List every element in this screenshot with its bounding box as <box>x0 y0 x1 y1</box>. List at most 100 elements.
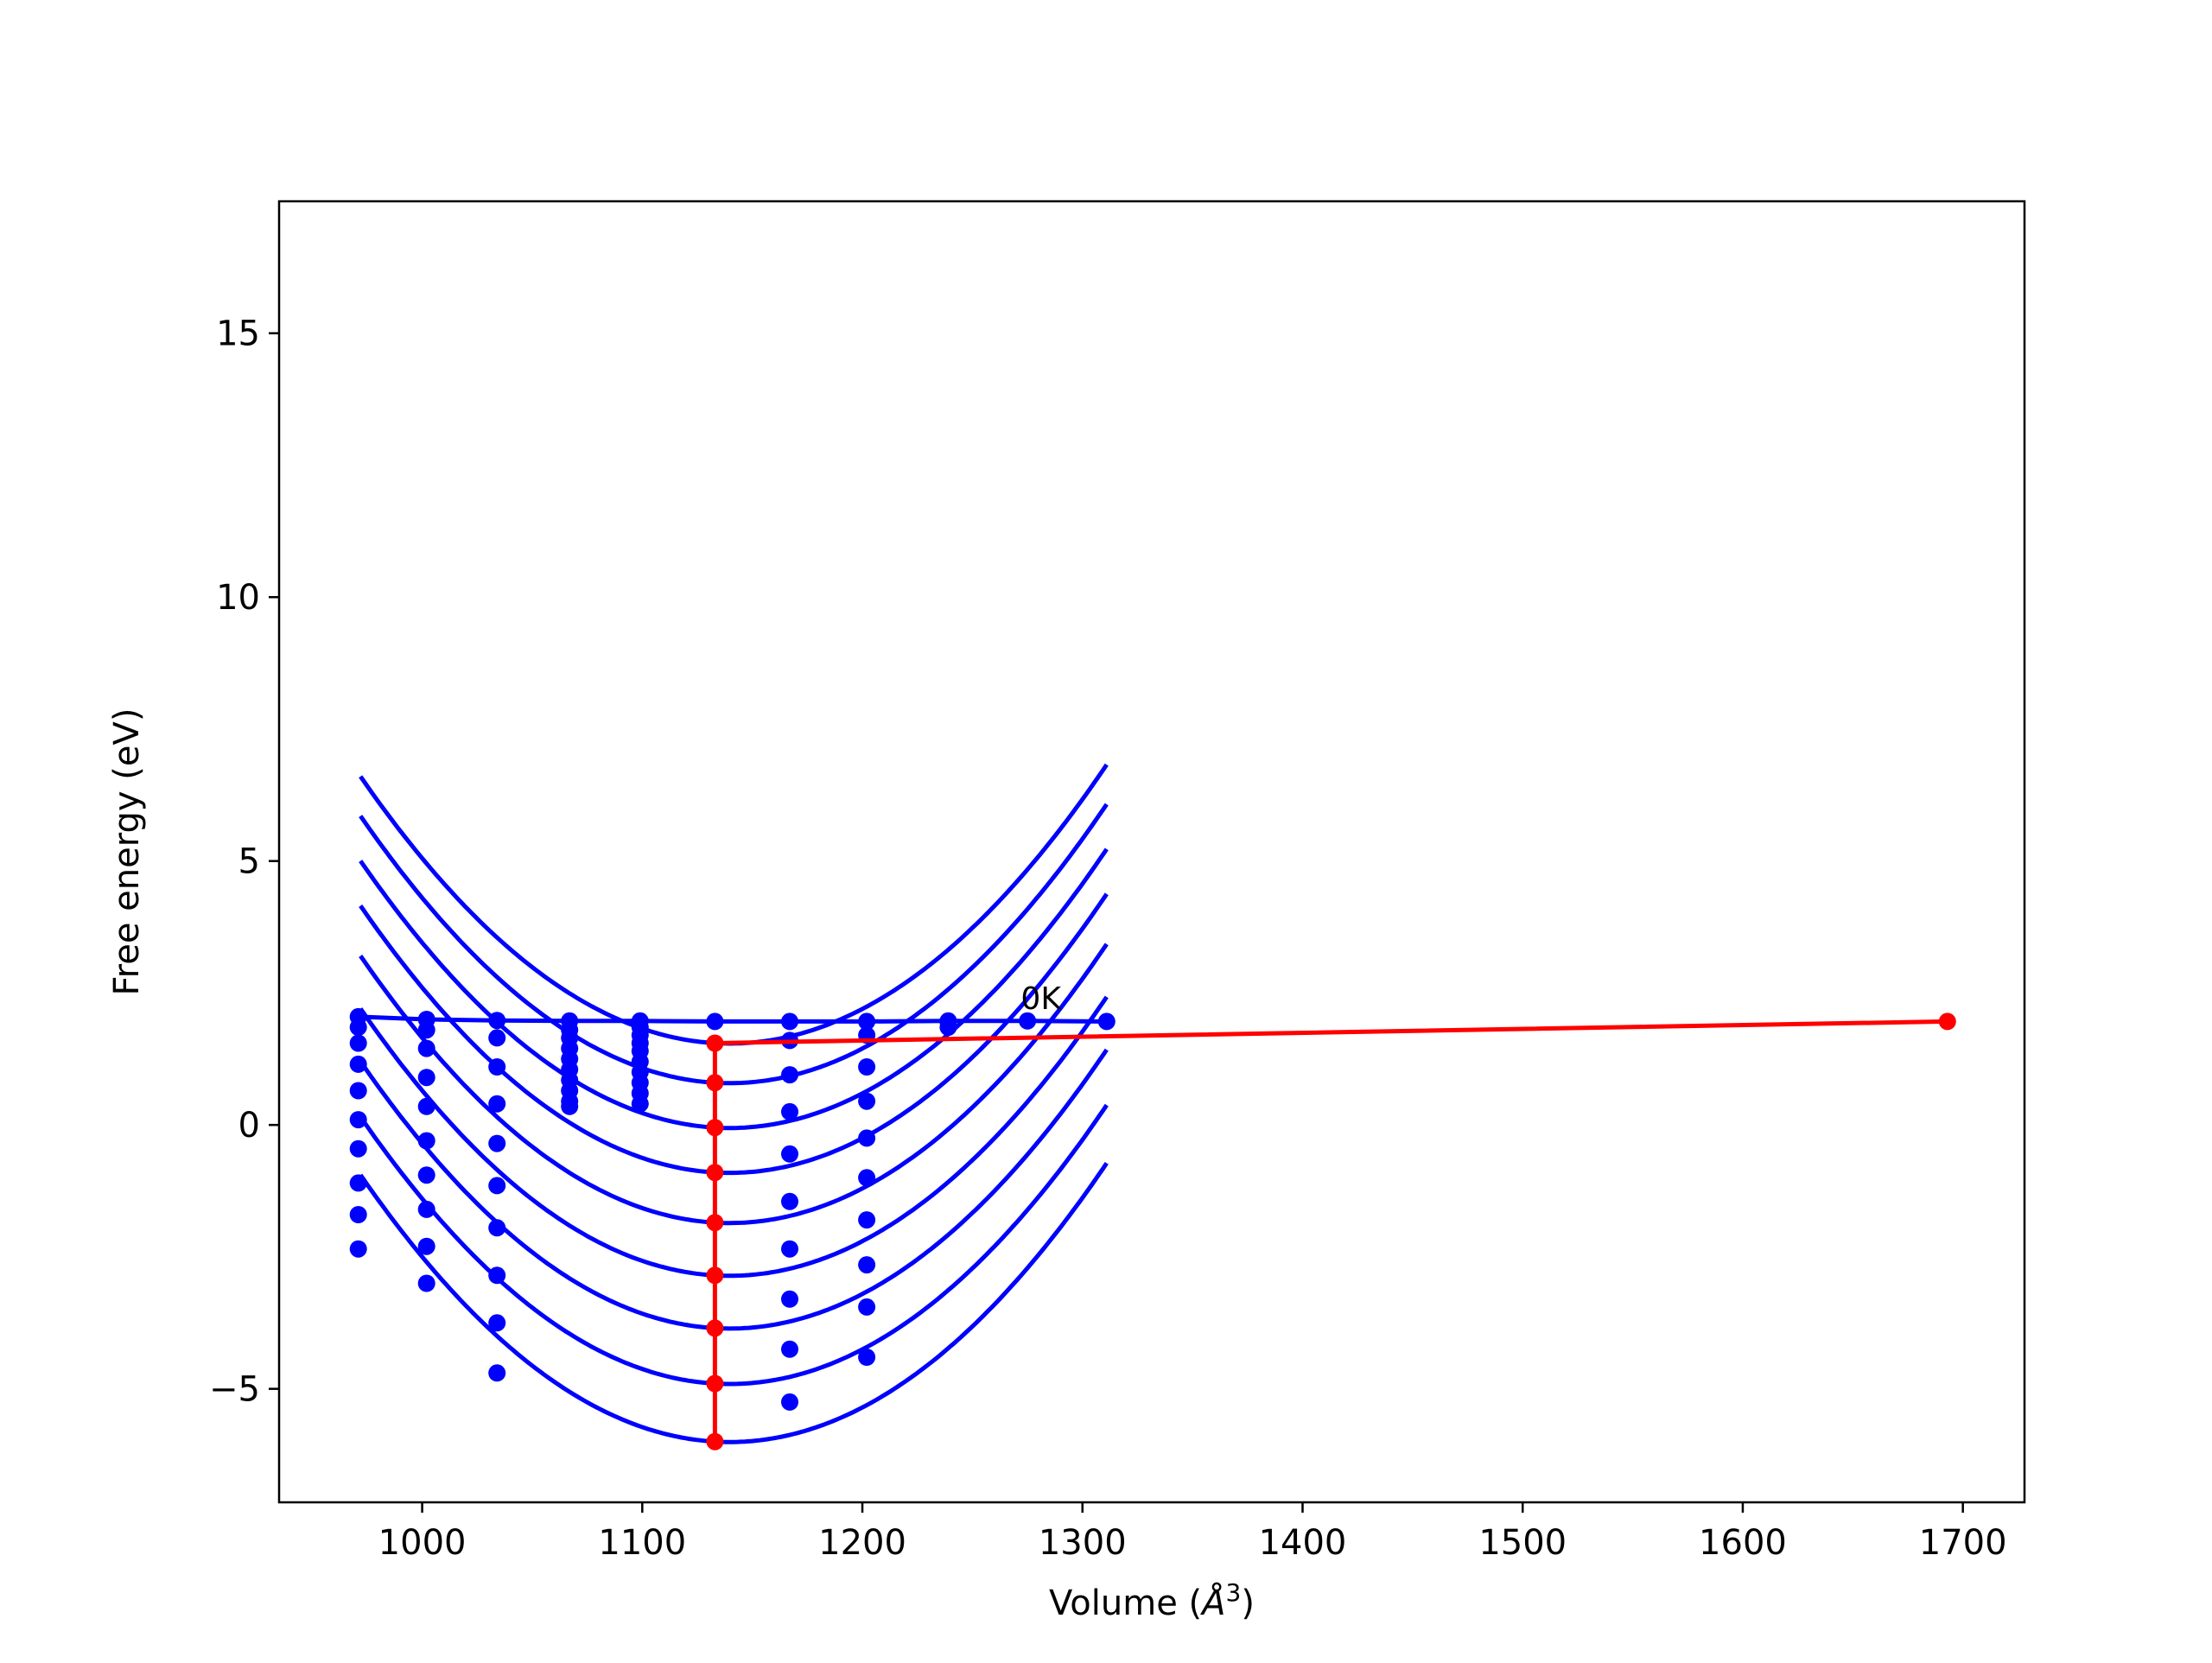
data-point <box>781 1393 798 1411</box>
data-point <box>631 1095 649 1113</box>
data-point <box>488 1314 506 1332</box>
data-point <box>488 1095 506 1113</box>
data-point <box>417 1237 435 1255</box>
data-point <box>858 1349 876 1366</box>
data-point <box>781 1012 798 1031</box>
fit-curve <box>359 763 1109 1046</box>
minimum-path-point <box>706 1119 724 1137</box>
x-tick-label: 1100 <box>598 1523 686 1563</box>
x-axis-label-open: ( <box>1178 1584 1202 1623</box>
minimum-path-point <box>706 1164 724 1182</box>
x-axis: 1000 1100 1200 1300 1400 1500 1600 1700 <box>378 1502 2007 1563</box>
data-point <box>417 1069 435 1087</box>
minimum-path-point <box>706 1266 724 1285</box>
data-point <box>781 1290 798 1308</box>
fit-curve <box>359 892 1109 1176</box>
x-tick-label: 1200 <box>818 1523 906 1563</box>
data-point <box>417 1039 435 1057</box>
y-axis: −5 0 5 10 15 <box>209 314 279 1410</box>
fit-curves-layer <box>359 763 1109 1444</box>
data-point <box>488 1364 506 1382</box>
data-point <box>858 1092 876 1110</box>
minimum-path-point <box>706 1319 724 1337</box>
data-point <box>417 1097 435 1115</box>
y-axis-label: Free energy (eV) <box>107 708 147 996</box>
data-point <box>488 1177 506 1195</box>
fit-curve <box>359 943 1109 1226</box>
data-point <box>858 1298 876 1316</box>
x-tick-label: 1600 <box>1699 1523 1787 1563</box>
data-point <box>858 1211 876 1229</box>
annotation-0k: 0K <box>1020 981 1062 1017</box>
data-point <box>858 1256 876 1274</box>
data-point <box>349 1111 367 1129</box>
data-point <box>349 1082 367 1100</box>
data-point <box>488 1012 506 1030</box>
x-axis-label: Volume (Å3) <box>1049 1578 1255 1623</box>
plot-frame <box>277 200 2026 1504</box>
minimum-path-point <box>706 1034 724 1052</box>
data-point <box>781 1145 798 1163</box>
data-point <box>488 1266 506 1285</box>
fit-curve <box>359 1162 1109 1444</box>
x-tick-label: 1500 <box>1478 1523 1567 1563</box>
data-point <box>781 1192 798 1210</box>
data-point <box>858 1012 876 1031</box>
x-axis-label-main: Volume <box>1049 1584 1178 1623</box>
data-point <box>349 1034 367 1052</box>
minimum-path-line <box>712 1019 1948 1442</box>
data-point <box>561 1097 579 1115</box>
data-point <box>1019 1012 1037 1030</box>
data-point <box>417 1274 435 1292</box>
fit-curve <box>359 1103 1109 1387</box>
x-axis-label-exponent: 3 <box>1226 1578 1242 1607</box>
series-layer <box>349 1007 1956 1450</box>
data-point <box>781 1102 798 1120</box>
y-tick-label: 5 <box>238 842 260 882</box>
minimum-path-point <box>706 1374 724 1393</box>
data-point <box>781 1240 798 1258</box>
fit-curve <box>359 1048 1109 1331</box>
data-point <box>349 1055 367 1073</box>
y-tick-label: −5 <box>209 1370 260 1410</box>
data-point <box>349 1139 367 1158</box>
minimum-path-point <box>1938 1012 1956 1031</box>
data-point <box>349 1174 367 1192</box>
y-tick-label: 10 <box>216 578 260 618</box>
data-point <box>349 1240 367 1258</box>
zero-k-line <box>358 1014 1107 1024</box>
x-axis-label-unit: Å <box>1199 1582 1225 1623</box>
x-axis-label-close: ) <box>1241 1584 1255 1623</box>
data-point <box>706 1012 724 1031</box>
minimum-path-point <box>706 1432 724 1450</box>
data-point <box>939 1019 957 1037</box>
data-point <box>781 1066 798 1084</box>
x-tick-label: 1400 <box>1259 1523 1347 1563</box>
data-point <box>417 1166 435 1184</box>
data-point <box>858 1129 876 1147</box>
data-point <box>417 1132 435 1150</box>
data-point <box>488 1219 506 1237</box>
data-point <box>488 1029 506 1047</box>
y-tick-label: 0 <box>238 1106 260 1146</box>
x-tick-label: 1700 <box>1919 1523 2007 1563</box>
data-point <box>349 1019 367 1037</box>
data-point <box>1097 1012 1116 1031</box>
data-point <box>417 1200 435 1218</box>
data-point <box>858 1058 876 1076</box>
x-tick-label: 1000 <box>378 1523 467 1563</box>
data-point <box>349 1206 367 1223</box>
data-point <box>858 1169 876 1187</box>
fit-curve <box>359 847 1109 1131</box>
y-tick-label: 15 <box>216 314 260 354</box>
data-point <box>781 1340 798 1358</box>
data-point <box>417 1021 435 1039</box>
data-point <box>488 1058 506 1076</box>
x-tick-label: 1300 <box>1039 1523 1127 1563</box>
minimum-path-point <box>706 1214 724 1232</box>
fit-curve <box>359 803 1109 1086</box>
fit-curve <box>359 995 1109 1279</box>
data-point <box>488 1134 506 1152</box>
